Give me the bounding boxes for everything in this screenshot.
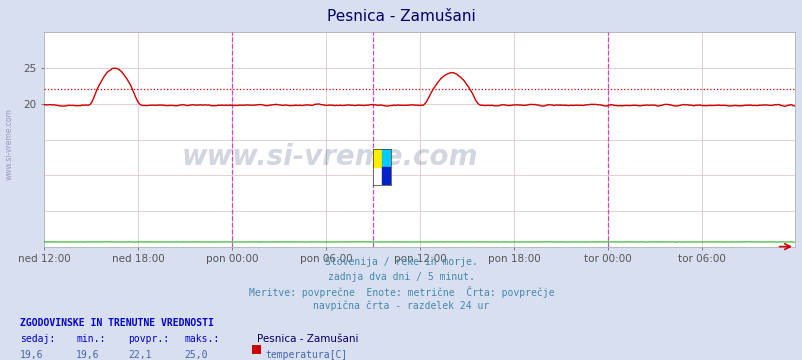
Text: zadnja dva dni / 5 minut.: zadnja dva dni / 5 minut. [328,272,474,282]
Bar [382,167,391,185]
Text: navpična črta - razdelek 24 ur: navpična črta - razdelek 24 ur [313,301,489,311]
Text: www.si-vreme.com: www.si-vreme.com [5,108,14,180]
Text: ZGODOVINSKE IN TRENUTNE VREDNOSTI: ZGODOVINSKE IN TRENUTNE VREDNOSTI [20,318,213,328]
Text: 19,6: 19,6 [20,350,43,360]
Text: Meritve: povprečne  Enote: metrične  Črta: povprečje: Meritve: povprečne Enote: metrične Črta:… [249,286,553,298]
Text: Slovenija / reke in morje.: Slovenija / reke in morje. [325,257,477,267]
Text: 22,1: 22,1 [128,350,152,360]
Text: povpr.:: povpr.: [128,334,169,344]
Text: Pesnica - Zamušani: Pesnica - Zamušani [326,9,476,24]
Text: Pesnica - Zamušani: Pesnica - Zamušani [257,334,358,344]
Text: maks.:: maks.: [184,334,220,344]
Text: min.:: min.: [76,334,106,344]
Text: temperatura[C]: temperatura[C] [265,350,346,360]
Bar [382,149,391,167]
Text: 19,6: 19,6 [76,350,99,360]
Text: 25,0: 25,0 [184,350,208,360]
Bar [373,149,382,167]
Text: www.si-vreme.com: www.si-vreme.com [181,143,477,171]
Text: sedaj:: sedaj: [20,334,55,344]
